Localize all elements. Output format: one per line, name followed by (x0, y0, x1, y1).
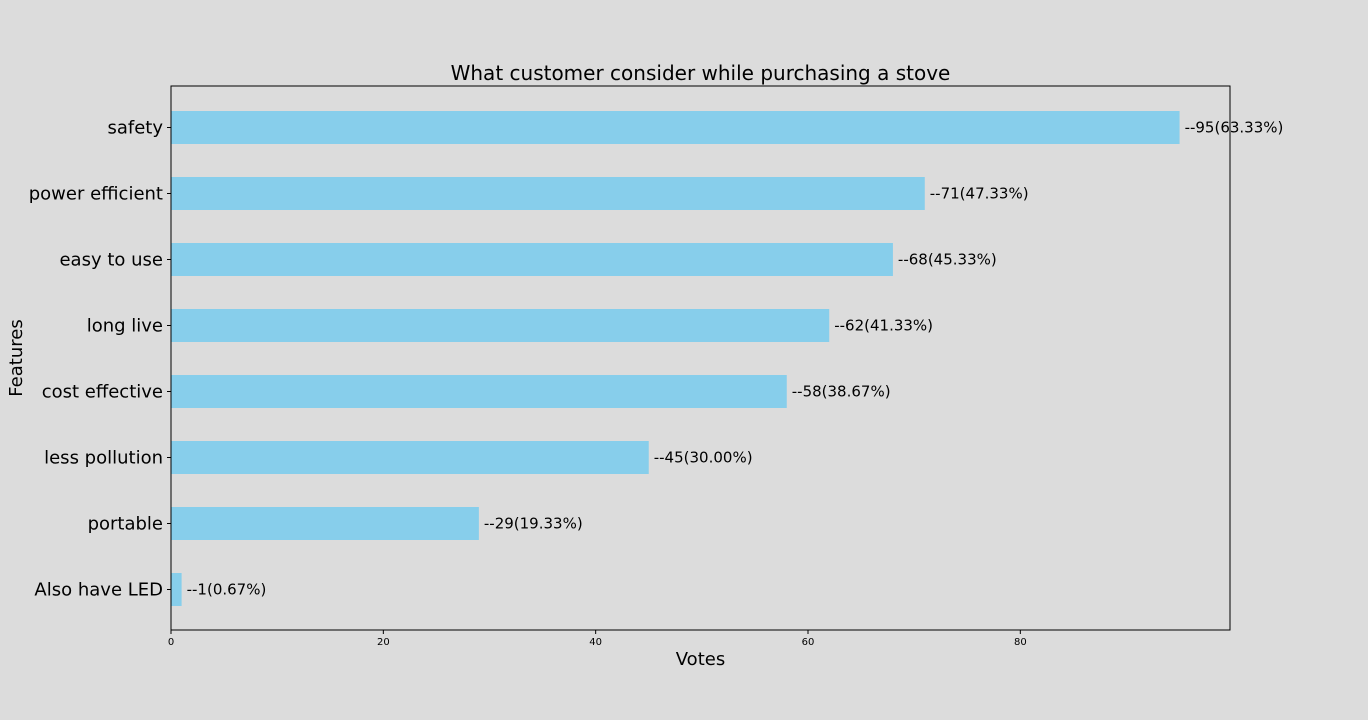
x-tick-label: 20 (377, 637, 390, 648)
category-label: cost effective (42, 382, 163, 403)
bar (171, 441, 649, 474)
y-axis-categories: safety power efficient easy to use long liv… (29, 118, 171, 601)
category-label: easy to use (59, 250, 163, 271)
bar (171, 573, 182, 606)
data-label: --71(47.33%) (930, 185, 1029, 203)
bars-layer: --95(63.33%) --71(47.33%) --68(45.33%) --62… (171, 111, 1283, 606)
x-tick-label: 40 (589, 637, 602, 648)
x-tick-label: 60 (802, 637, 815, 648)
data-label: --1(0.67%) (187, 581, 267, 599)
x-axis-ticks: 0 20 40 60 80 (168, 630, 1027, 648)
category-label: power efficient (29, 184, 163, 205)
data-label: --29(19.33%) (484, 515, 583, 533)
bar (171, 243, 893, 276)
x-axis-label: Votes (676, 649, 725, 670)
category-label: less pollution (44, 448, 163, 469)
bar (171, 375, 787, 408)
chart-title: What customer consider while purchasing … (451, 61, 951, 85)
data-label: --68(45.33%) (898, 251, 997, 269)
category-label: safety (107, 118, 163, 139)
x-tick-label: 0 (168, 637, 174, 648)
data-label: --62(41.33%) (834, 317, 933, 335)
data-label: --95(63.33%) (1185, 119, 1284, 137)
category-label: Also have LED (34, 580, 163, 601)
category-label: portable (88, 514, 163, 535)
category-label: long live (87, 316, 163, 337)
data-label: --45(30.00%) (654, 449, 753, 467)
plot-area-frame (170, 85, 1231, 631)
bar (171, 507, 479, 540)
data-label: --58(38.67%) (792, 383, 891, 401)
y-axis-label: Features (6, 319, 27, 396)
bar (171, 177, 925, 210)
bar (171, 309, 830, 342)
bar (171, 111, 1180, 144)
x-tick-label: 80 (1014, 637, 1027, 648)
